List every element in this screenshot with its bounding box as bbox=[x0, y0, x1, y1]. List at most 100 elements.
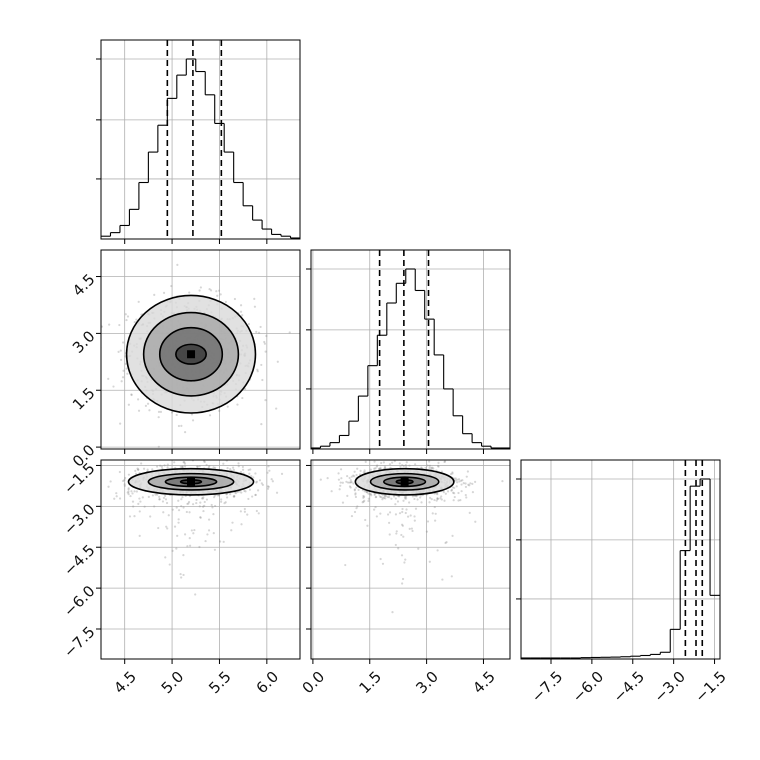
scatter-point bbox=[144, 404, 148, 407]
scatter-point bbox=[361, 501, 364, 504]
scatter-point bbox=[232, 468, 235, 471]
scatter-point bbox=[107, 485, 110, 488]
scatter-point bbox=[137, 468, 140, 471]
scatter-point bbox=[257, 512, 260, 515]
x-tick-label: 4.5 bbox=[469, 668, 499, 698]
scatter-point bbox=[191, 503, 195, 506]
scatter-point bbox=[450, 489, 453, 492]
scatter-point bbox=[199, 501, 202, 504]
scatter-point bbox=[353, 475, 356, 478]
scatter-point bbox=[267, 465, 270, 468]
scatter-point bbox=[454, 477, 457, 480]
scatter-point bbox=[434, 512, 437, 515]
scatter-point bbox=[465, 496, 468, 499]
scatter-point bbox=[201, 497, 205, 500]
scatter-point bbox=[339, 468, 343, 471]
histogram-bars bbox=[311, 250, 510, 449]
scatter-point bbox=[141, 496, 144, 499]
scatter-point bbox=[181, 465, 184, 468]
scatter-point bbox=[263, 340, 266, 344]
scatter-point bbox=[451, 486, 454, 489]
scatter-point bbox=[436, 497, 439, 500]
scatter-point bbox=[207, 518, 211, 521]
scatter-point bbox=[346, 474, 349, 478]
scatter-point bbox=[205, 498, 209, 501]
density-layer bbox=[101, 263, 291, 448]
scatter-point bbox=[420, 466, 423, 469]
scatter-point bbox=[130, 490, 133, 493]
scatter-point bbox=[233, 495, 236, 498]
scatter-point bbox=[165, 501, 169, 505]
scatter-point bbox=[156, 493, 159, 496]
scatter-point bbox=[428, 560, 431, 563]
scatter-point bbox=[435, 492, 439, 495]
scatter-point bbox=[349, 486, 352, 489]
scatter-point bbox=[224, 501, 227, 504]
scatter-point bbox=[428, 466, 431, 469]
scatter-point bbox=[186, 545, 189, 548]
scatter-point bbox=[158, 498, 161, 501]
scatter-point bbox=[183, 461, 186, 464]
density-p0-p1: 0.01.53.04.5 bbox=[69, 249, 301, 471]
scatter-point bbox=[414, 507, 418, 510]
scatter-point bbox=[255, 330, 258, 333]
scatter-point bbox=[260, 482, 263, 485]
scatter-point bbox=[209, 289, 213, 292]
scatter-point bbox=[202, 496, 205, 499]
scatter-point bbox=[127, 473, 131, 476]
scatter-point bbox=[255, 481, 258, 484]
scatter-point bbox=[404, 511, 407, 515]
scatter-point bbox=[453, 492, 456, 495]
scatter-point bbox=[458, 480, 461, 483]
scatter-point bbox=[129, 494, 132, 498]
scatter-point bbox=[461, 479, 464, 482]
scatter-point bbox=[460, 490, 463, 493]
axes-frame bbox=[100, 459, 301, 660]
scatter-point bbox=[260, 363, 263, 367]
scatter-point bbox=[456, 478, 459, 481]
scatter-point bbox=[405, 495, 408, 498]
scatter-point bbox=[369, 492, 372, 496]
scatter-point bbox=[405, 461, 408, 464]
scatter-point bbox=[222, 540, 225, 543]
scatter-point bbox=[457, 499, 460, 502]
scatter-point bbox=[445, 541, 448, 544]
histogram-p2: −7.5 −6.0 −4.5 −3.0 −1.5 bbox=[516, 459, 730, 706]
scatter-point bbox=[398, 512, 402, 515]
scatter-point bbox=[244, 490, 247, 493]
scatter-point bbox=[466, 470, 469, 473]
scatter-point bbox=[369, 468, 372, 471]
scatter-point bbox=[198, 505, 201, 508]
contour-line bbox=[175, 343, 207, 365]
scatter-point bbox=[363, 469, 366, 472]
scatter-point bbox=[431, 512, 434, 515]
scatter-point bbox=[248, 472, 251, 475]
scatter-point bbox=[223, 502, 226, 505]
scatter-point bbox=[460, 479, 463, 482]
scatter-point bbox=[263, 342, 266, 345]
scatter-point bbox=[401, 510, 404, 514]
scatter-point bbox=[182, 506, 185, 509]
scatter-point bbox=[205, 463, 208, 467]
scatter-point bbox=[254, 472, 257, 475]
scatter-point bbox=[413, 497, 416, 501]
scatter-point bbox=[368, 493, 371, 496]
scatter-point bbox=[405, 497, 408, 500]
scatter-point bbox=[353, 510, 357, 514]
scatter-point bbox=[348, 476, 351, 480]
scatter-point bbox=[107, 377, 110, 380]
scatter-point bbox=[162, 496, 166, 500]
scatter-point bbox=[151, 494, 154, 497]
scatter-point bbox=[266, 487, 270, 490]
scatter-point bbox=[376, 464, 379, 467]
scatter-point bbox=[389, 466, 392, 469]
scatter-point bbox=[430, 466, 433, 469]
scatter-point bbox=[474, 520, 477, 523]
scatter-point bbox=[416, 498, 419, 501]
scatter-point bbox=[391, 461, 394, 464]
scatter-point bbox=[393, 460, 396, 463]
scatter-point bbox=[357, 488, 360, 491]
scatter-point bbox=[177, 509, 181, 512]
scatter-point bbox=[175, 547, 178, 550]
scatter-point bbox=[123, 483, 126, 486]
